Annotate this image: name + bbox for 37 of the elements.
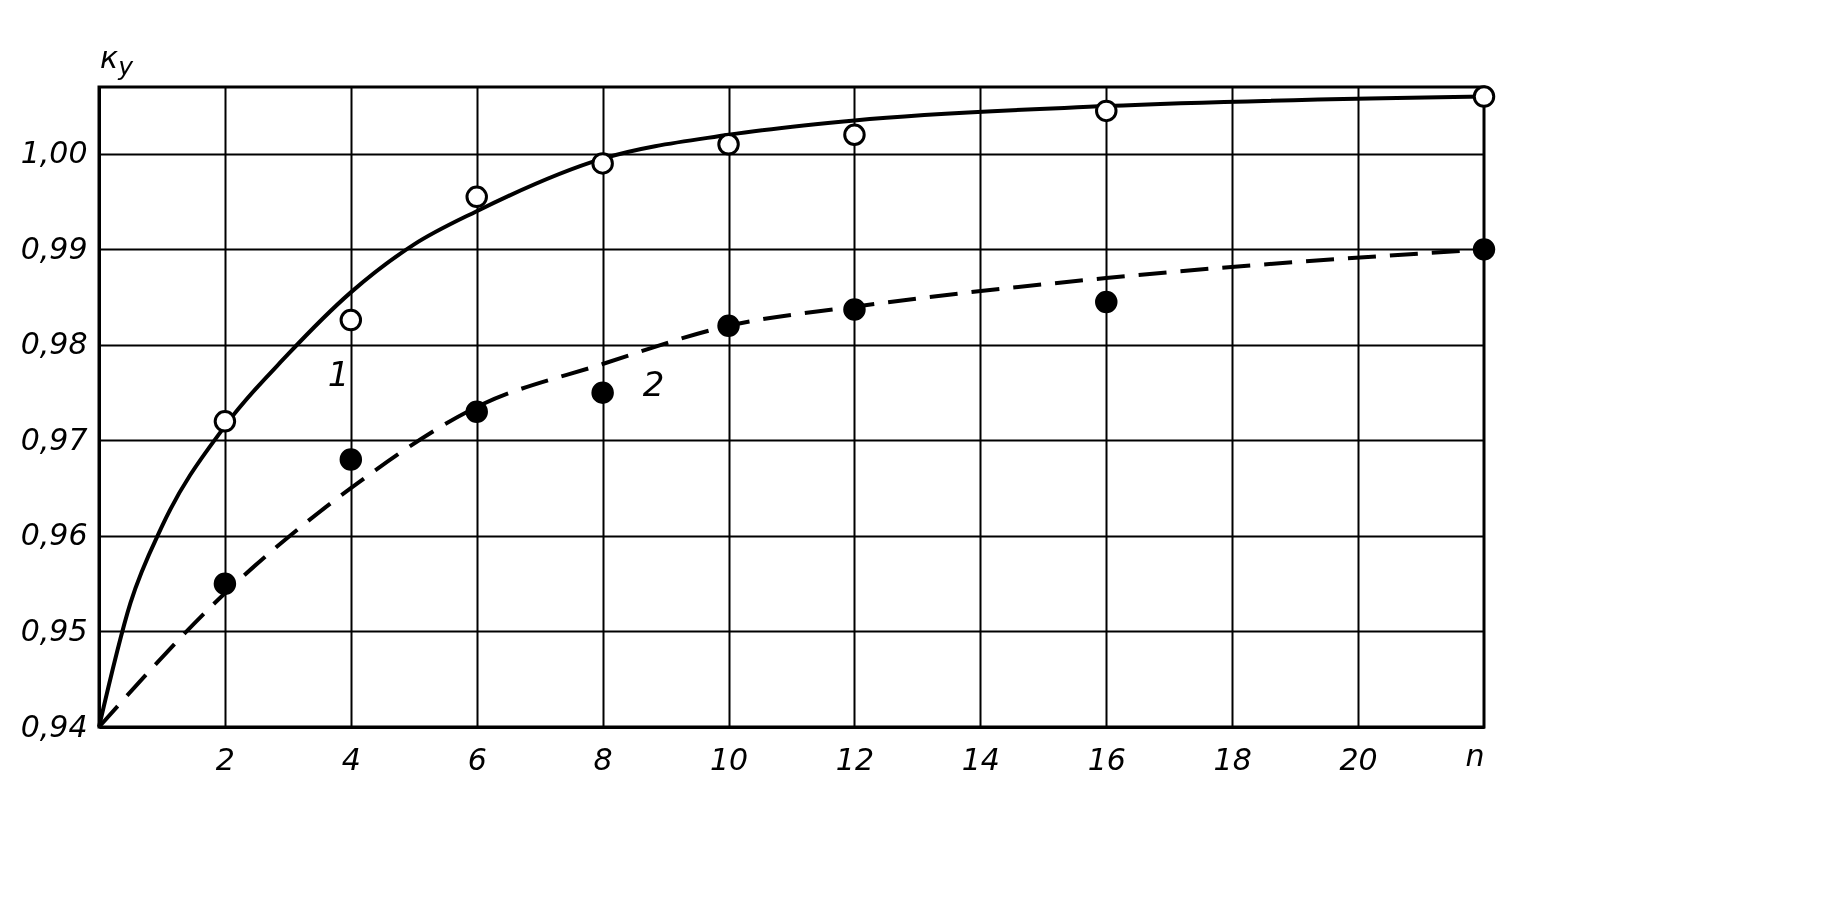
point xyxy=(591,381,614,404)
point xyxy=(1472,85,1496,108)
point xyxy=(843,123,866,146)
point xyxy=(843,298,866,321)
x-tick-label: 8 xyxy=(593,741,613,777)
point xyxy=(465,400,488,423)
x-tick-label: 10 xyxy=(709,741,749,777)
y-tick-label: 0,99 xyxy=(20,230,88,266)
y-tick-label: 1,00 xyxy=(20,135,88,171)
point xyxy=(1095,290,1118,314)
point xyxy=(465,185,488,209)
y-tick-label: 0,96 xyxy=(20,517,88,553)
point xyxy=(339,448,363,471)
x-axis-title: n xyxy=(1465,737,1485,773)
y-tick-label: 0,94 xyxy=(20,708,88,744)
annotation: 1 xyxy=(327,354,350,395)
x-tick-label: 2 xyxy=(215,741,235,777)
x-tick-label: 20 xyxy=(1339,741,1378,777)
x-tick-label: 6 xyxy=(467,741,487,777)
x-tick-label: 4 xyxy=(341,741,361,777)
y-tick-label: 0,97 xyxy=(20,421,88,457)
x-tick-label: 16 xyxy=(1087,741,1126,777)
point xyxy=(717,133,740,156)
y-axis-title: к$_{у}$ xyxy=(100,40,133,81)
point xyxy=(213,572,237,595)
point xyxy=(1095,99,1118,123)
point xyxy=(213,410,237,433)
x-tick-label: 14 xyxy=(961,741,1000,777)
y-tick-label: 0,95 xyxy=(20,612,88,648)
point xyxy=(1472,238,1496,261)
point xyxy=(717,314,740,338)
annotation: 2 xyxy=(642,364,665,405)
point xyxy=(339,308,363,332)
x-tick-label: 12 xyxy=(835,741,875,777)
y-tick-label: 0,98 xyxy=(20,326,88,362)
point xyxy=(591,152,614,175)
x-tick-label: 18 xyxy=(1213,741,1252,777)
